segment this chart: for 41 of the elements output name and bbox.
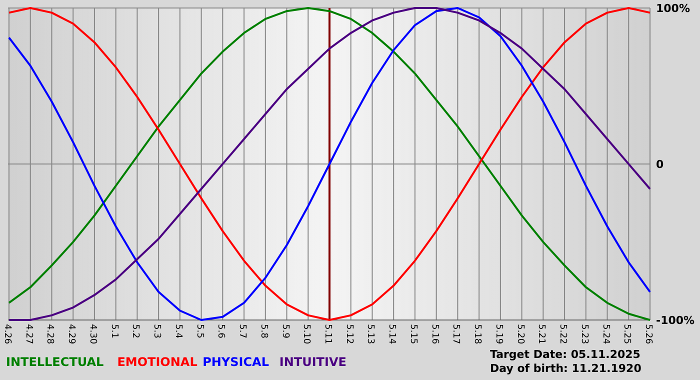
x-tick-label: 5.18	[472, 324, 482, 344]
x-tick-label: 5.23	[578, 324, 589, 344]
x-tick-label: 5.12	[344, 324, 354, 344]
x-tick-label: 5.11	[322, 324, 332, 344]
x-tick-label: 5.19	[493, 324, 504, 344]
text: EMOTIONAL	[117, 355, 198, 369]
line-series	[8, 7, 651, 321]
text: Day of birth: 11.21.1920	[490, 362, 642, 375]
text: INTUITIVE	[279, 355, 346, 369]
y-tick-label: -100%	[656, 314, 695, 327]
x-tick-label: 4.27	[23, 324, 34, 344]
text: Target Date: 05.11.2025	[490, 348, 640, 361]
x-tick-label: 5.6	[216, 324, 226, 339]
x-tick-label: 4.29	[66, 324, 76, 344]
text: PHYSICAL	[202, 355, 270, 369]
x-tick-label: 5.17	[450, 324, 461, 344]
x-tick-label: 5.7	[237, 324, 248, 338]
x-tick-label: 5.2	[130, 324, 140, 338]
x-tick-label: 4.26	[2, 324, 12, 344]
x-tick-label: 5.9	[280, 324, 290, 339]
x-tick-label: 5.21	[536, 324, 546, 344]
x-tick-label: 5.13	[365, 324, 376, 344]
x-tick-label: 5.20	[514, 324, 525, 344]
x-tick-label: 5.22	[558, 324, 568, 344]
x-tick-label: 5.16	[429, 324, 440, 344]
x-tick-label: 4.28	[44, 324, 55, 344]
x-tick-label: 5.14	[386, 324, 397, 344]
x-tick-label: 5.4	[172, 324, 183, 339]
x-tick-label: 5.24	[600, 324, 610, 344]
x-tick-label: 4.30	[87, 324, 98, 344]
x-tick-label: 5.10	[301, 324, 312, 344]
x-tick-label: 5.3	[152, 324, 162, 338]
x-tick-label: 5.5	[194, 324, 204, 338]
text: INTELLECTUAL	[6, 355, 104, 369]
x-tick-label: 5.8	[258, 324, 268, 339]
y-tick-label: 0	[656, 158, 664, 171]
x-tick-label: 5.25	[622, 324, 632, 344]
y-tick-label: 100%	[656, 2, 690, 15]
x-tick-label: 5.15	[408, 324, 418, 344]
x-tick-label: 5.26	[643, 324, 653, 344]
x-tick-label: 5.1	[108, 324, 119, 338]
